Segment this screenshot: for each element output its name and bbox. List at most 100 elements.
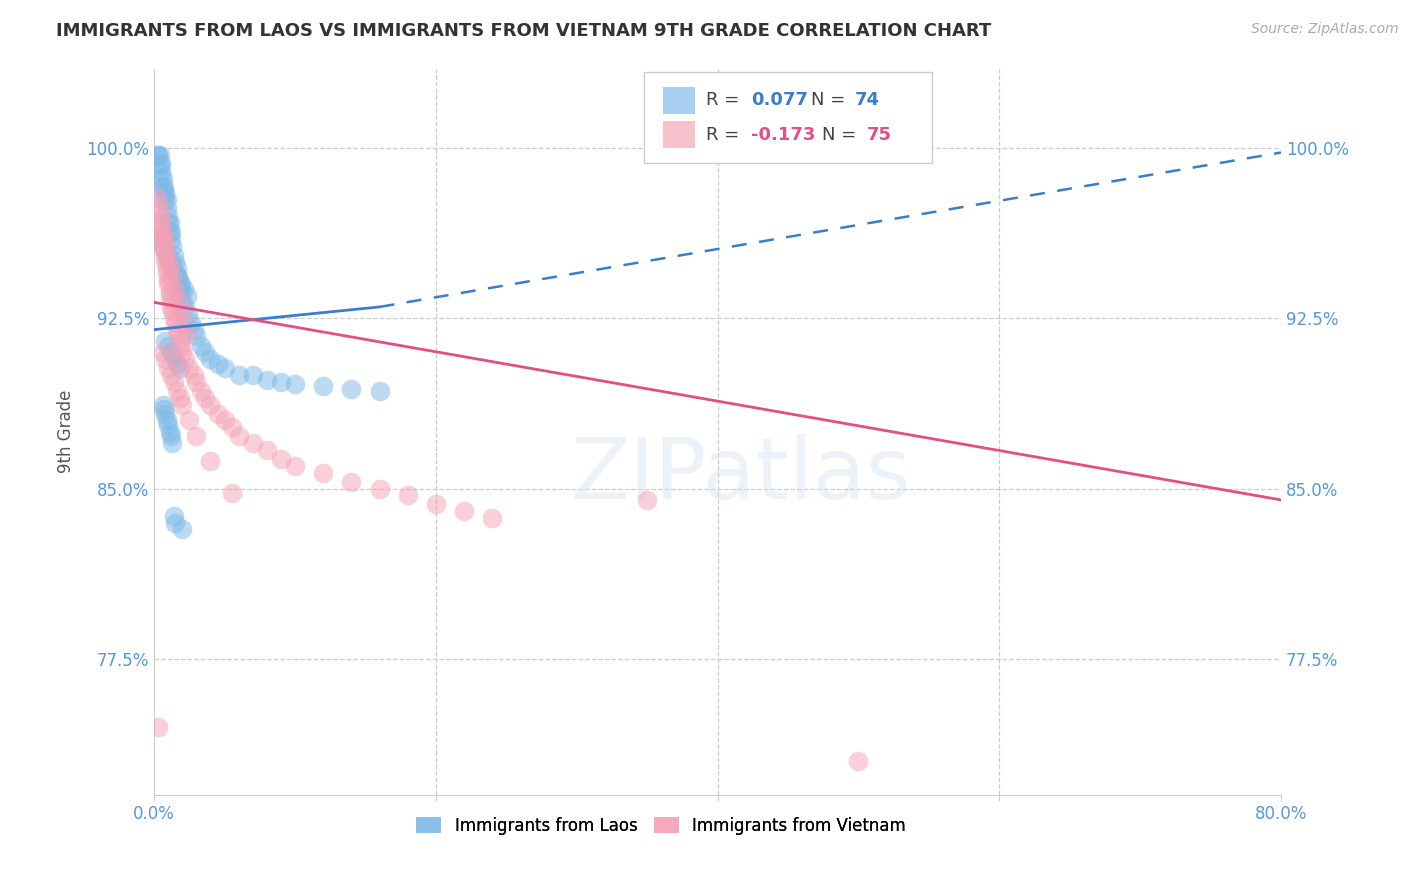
Point — [157, 209, 180, 223]
Point — [190, 384, 212, 398]
Point — [165, 254, 187, 268]
Point — [156, 266, 179, 280]
Point — [177, 307, 200, 321]
Point — [166, 323, 188, 337]
Bar — [664, 120, 695, 148]
Point — [148, 198, 170, 212]
Point — [159, 259, 181, 273]
Point — [166, 261, 188, 276]
Point — [160, 300, 183, 314]
Point — [146, 191, 169, 205]
Point — [340, 475, 363, 489]
Point — [200, 454, 222, 468]
Point — [194, 345, 217, 359]
Point — [183, 368, 205, 382]
Point — [221, 420, 243, 434]
Point — [162, 304, 184, 318]
Point — [186, 329, 208, 343]
Point — [155, 193, 177, 207]
Point — [169, 391, 191, 405]
Point — [163, 508, 186, 523]
Point — [150, 157, 173, 171]
Point — [148, 720, 170, 734]
Point — [425, 498, 447, 512]
Text: N =: N = — [811, 92, 851, 110]
Point — [169, 361, 191, 376]
Point — [207, 407, 229, 421]
Point — [157, 361, 180, 376]
Point — [152, 398, 174, 412]
Point — [155, 407, 177, 421]
Point — [159, 254, 181, 268]
Point — [194, 391, 217, 405]
Point — [152, 170, 174, 185]
Point — [228, 368, 250, 382]
Point — [156, 248, 179, 262]
Point — [156, 413, 179, 427]
Text: 75: 75 — [866, 126, 891, 144]
Point — [153, 402, 176, 417]
Point — [167, 293, 190, 307]
Point — [157, 417, 180, 432]
Point — [242, 436, 264, 450]
Point — [152, 345, 174, 359]
Text: N =: N = — [823, 126, 862, 144]
Point — [169, 334, 191, 348]
Point — [148, 216, 170, 230]
Point — [150, 227, 173, 242]
Point — [170, 284, 193, 298]
Point — [152, 179, 174, 194]
Point — [155, 254, 177, 268]
Text: 0.077: 0.077 — [751, 92, 808, 110]
Point — [153, 238, 176, 252]
Point — [396, 488, 419, 502]
Text: IMMIGRANTS FROM LAOS VS IMMIGRANTS FROM VIETNAM 9TH GRADE CORRELATION CHART: IMMIGRANTS FROM LAOS VS IMMIGRANTS FROM … — [56, 22, 991, 40]
Point — [165, 316, 187, 330]
Text: 74: 74 — [855, 92, 880, 110]
Point — [340, 382, 363, 396]
Point — [153, 186, 176, 201]
Point — [152, 227, 174, 242]
Point — [159, 216, 181, 230]
Point — [150, 163, 173, 178]
Point — [242, 368, 264, 382]
Point — [157, 273, 180, 287]
Point — [163, 248, 186, 262]
Point — [166, 357, 188, 371]
Point — [163, 311, 186, 326]
Point — [157, 338, 180, 352]
Point — [214, 413, 236, 427]
Point — [163, 375, 186, 389]
Point — [160, 293, 183, 307]
Point — [312, 379, 335, 393]
Point — [368, 482, 391, 496]
Point — [148, 148, 170, 162]
Point — [170, 304, 193, 318]
Point — [284, 377, 307, 392]
FancyBboxPatch shape — [644, 72, 932, 163]
Point — [160, 345, 183, 359]
Text: R =: R = — [706, 92, 745, 110]
Point — [157, 277, 180, 292]
Point — [152, 232, 174, 246]
Point — [162, 436, 184, 450]
Point — [176, 288, 198, 302]
Point — [150, 170, 173, 185]
Point — [256, 373, 278, 387]
Point — [228, 429, 250, 443]
Point — [156, 248, 179, 262]
Point — [160, 225, 183, 239]
Point — [848, 754, 870, 768]
Point — [166, 384, 188, 398]
Point — [159, 284, 181, 298]
Point — [149, 204, 172, 219]
Point — [167, 327, 190, 342]
Point — [167, 270, 190, 285]
Point — [162, 259, 184, 273]
Point — [179, 361, 201, 376]
Point — [174, 352, 197, 367]
Text: ZIPatlas: ZIPatlas — [569, 434, 911, 516]
Point — [162, 270, 184, 285]
Point — [155, 352, 177, 367]
Point — [159, 425, 181, 439]
